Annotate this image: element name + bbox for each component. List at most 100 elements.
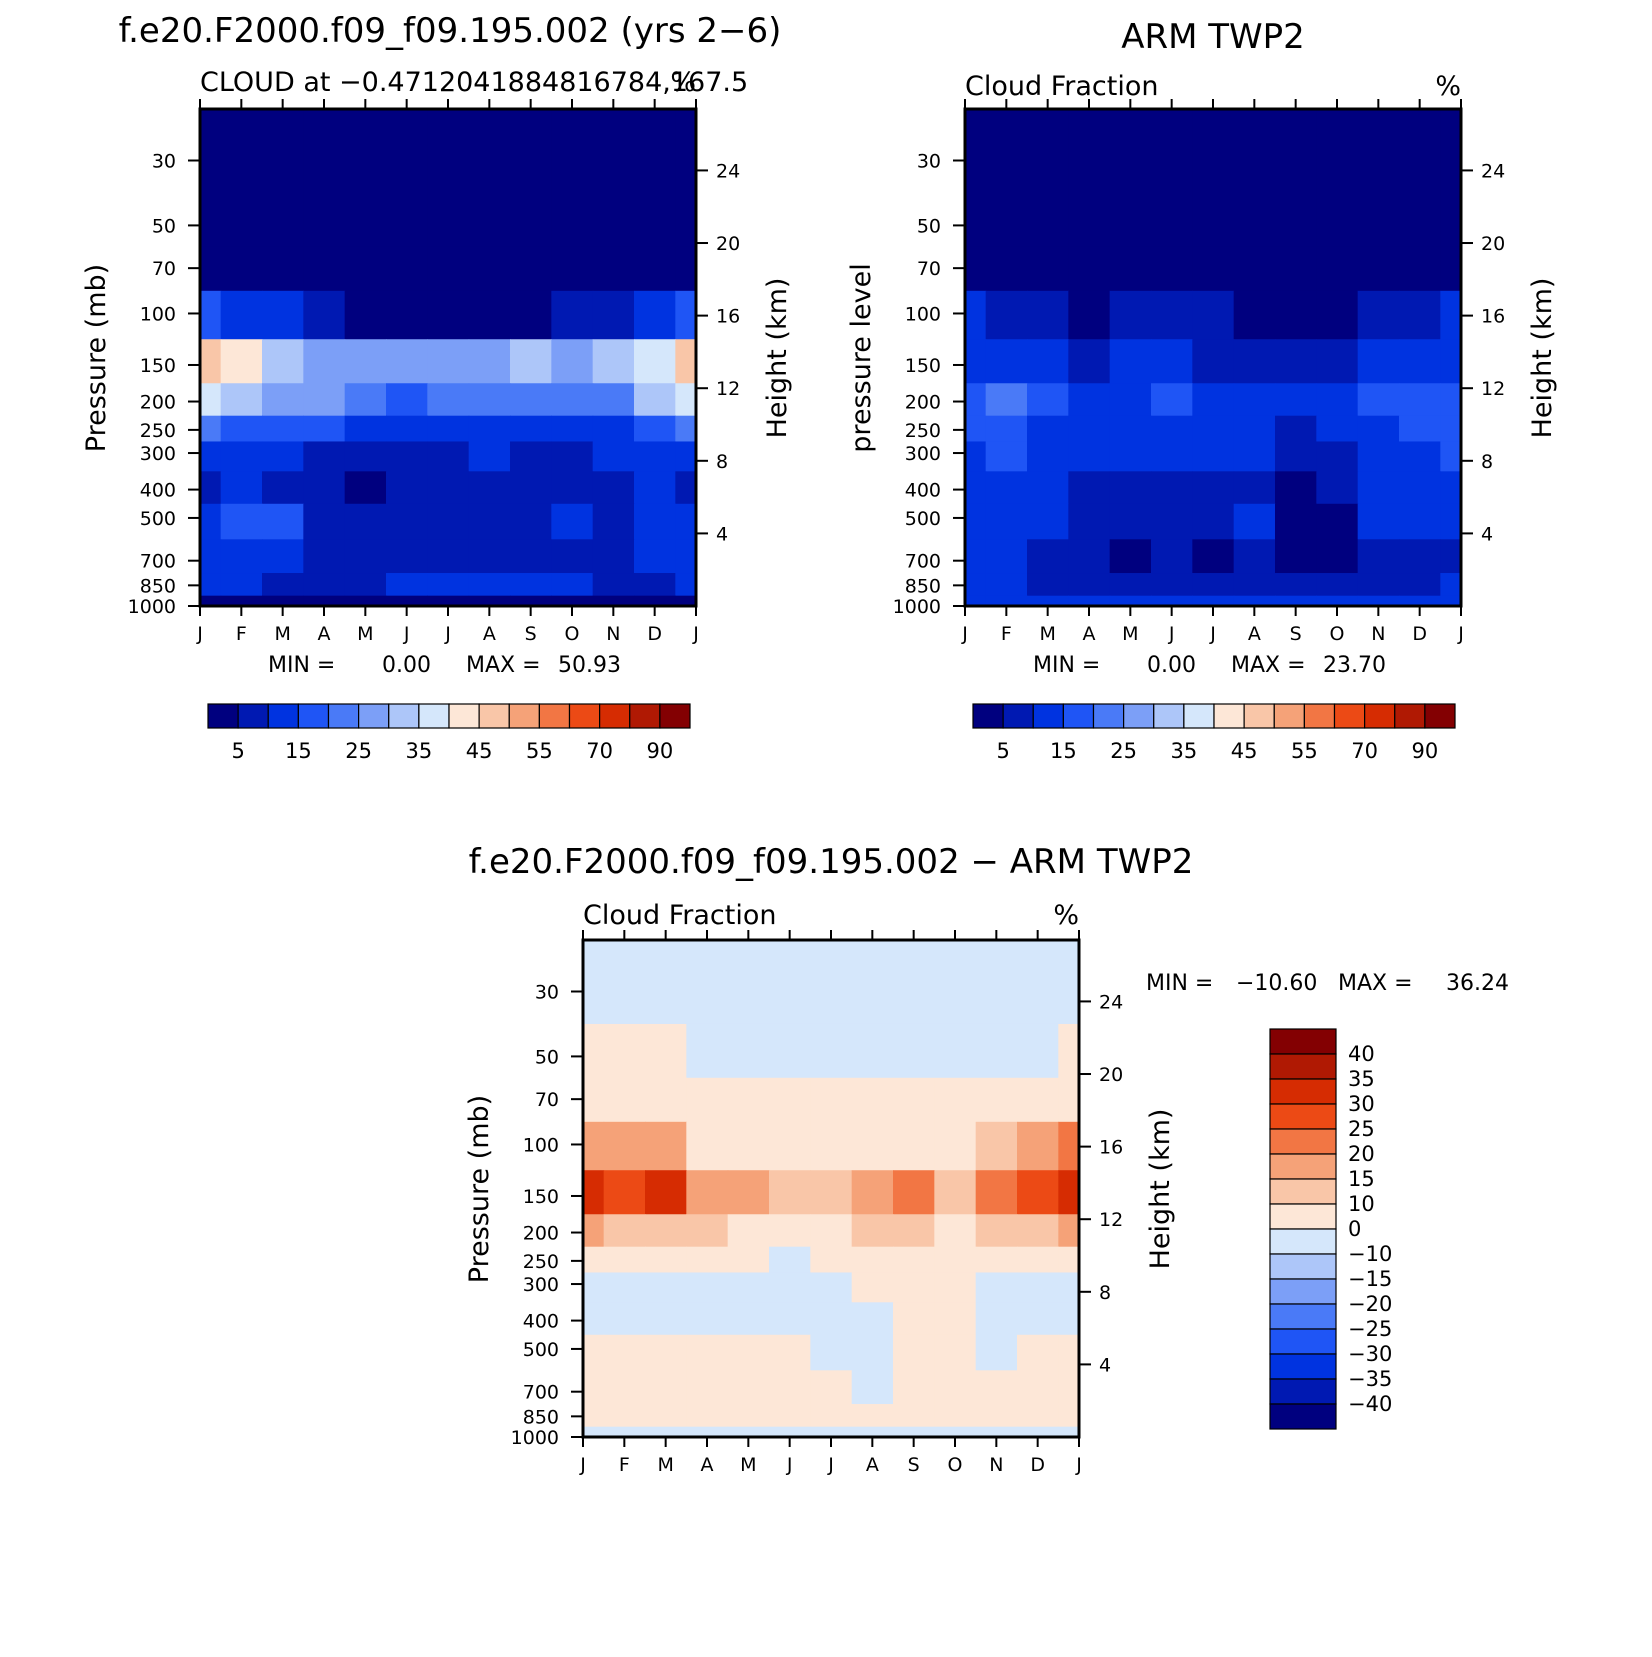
obs-colorbar-swatch	[1032, 703, 1064, 729]
obs-heatmap-cell	[1357, 503, 1400, 540]
diff-heatmap-cell	[1017, 1246, 1059, 1274]
model-heatmap-cell	[220, 415, 263, 443]
obs-ylabel: pressure level	[846, 263, 877, 452]
diff-heatmap-cell	[603, 1272, 646, 1303]
obs-panel: ARM TWP2 Cloud Fraction % J F M A M J J A S O N D J 3…	[846, 17, 1558, 763]
obs-heatmap-cell	[1316, 339, 1359, 384]
model-heatmap-cell	[427, 441, 470, 472]
model-heatmap-cell	[551, 109, 594, 194]
obs-y-tick-label: 30	[917, 151, 941, 173]
diff-heatmap-cell	[1058, 1302, 1079, 1336]
diff-colorbar-swatch	[1269, 1178, 1337, 1205]
diff-heatmap-cell	[603, 1334, 646, 1371]
obs-heatmap-cell	[1440, 290, 1461, 340]
obs-heatmap-cell	[1068, 539, 1111, 574]
obs-heatmap-cell	[1316, 471, 1359, 505]
diff-min-value: −10.60	[1236, 971, 1317, 996]
diff-heatmap-cell	[851, 1170, 894, 1215]
model-heatmap-cell	[551, 471, 594, 505]
diff-heatmap-cell	[1058, 1077, 1079, 1123]
obs-heatmap-cell	[1068, 595, 1111, 606]
obs-heatmap-cell	[1109, 573, 1152, 597]
diff-max-label: MAX =	[1338, 971, 1413, 996]
diff-heatmap-cell	[645, 1302, 687, 1336]
obs-heatmap-cell	[1440, 383, 1461, 417]
obs-heatmap-cell	[1027, 595, 1069, 606]
model-heatmap-cell	[344, 595, 387, 606]
obs-colorbar-swatch	[1002, 703, 1034, 729]
obs-heatmap-cell	[1109, 109, 1152, 194]
model-height-tick-label: 24	[716, 160, 740, 182]
obs-heatmap-cell	[1316, 192, 1359, 248]
diff-heatmap-cell	[583, 1121, 605, 1171]
diff-heatmap-cell	[893, 1023, 935, 1079]
obs-title: ARM TWP2	[1121, 17, 1305, 57]
obs-y-tick-label: 300	[905, 443, 941, 465]
obs-heatmap-cell	[1192, 109, 1235, 194]
model-colorbar-label: 70	[586, 739, 613, 763]
obs-colorbar-swatch	[1123, 703, 1155, 729]
model-heatmap-cell	[220, 290, 263, 340]
model-heatmap-cell	[344, 290, 387, 340]
diff-y-tick-label: 150	[523, 1186, 559, 1208]
diff-height-tick-label: 12	[1099, 1209, 1123, 1231]
model-heatmap-cell	[427, 471, 470, 505]
diff-colorbar-swatch	[1269, 1403, 1337, 1430]
obs-heatmap-cell	[1151, 415, 1193, 443]
diff-heatmap-cell	[1017, 1370, 1059, 1405]
diff-x-tick-label: M	[657, 1454, 673, 1476]
model-heatmap-cell	[262, 246, 304, 292]
obs-height-tick-label: 24	[1481, 160, 1505, 182]
obs-heatmap-cell	[985, 573, 1028, 597]
model-heatmap-cell	[262, 383, 304, 417]
obs-heatmap-cell	[1357, 246, 1400, 292]
model-max-value: 50.93	[558, 653, 621, 678]
model-heatmap-cell	[200, 109, 222, 194]
model-colorbar-label: 90	[647, 739, 674, 763]
diff-heatmap-cell	[583, 1246, 605, 1274]
obs-heatmap-cell	[1440, 503, 1461, 540]
model-colorbar-swatch	[388, 703, 420, 729]
model-heatmap-cell	[510, 109, 552, 194]
diff-y-tick-label: 700	[523, 1382, 559, 1404]
diff-heatmap-cell	[893, 1426, 935, 1437]
diff-heatmap-cell	[645, 1272, 687, 1303]
obs-heatmap-cell	[1440, 471, 1461, 505]
diff-x-tick-label: J	[579, 1454, 586, 1476]
model-x-tick-label: S	[525, 623, 537, 645]
diff-x-tick-label: A	[866, 1454, 879, 1476]
model-heatmap-cell	[386, 290, 428, 340]
obs-colorbar-swatch	[1062, 703, 1095, 729]
model-heatmap-cell	[200, 246, 222, 292]
obs-y-tick-label: 150	[905, 355, 941, 377]
model-heatmap-cell	[303, 503, 346, 540]
model-heatmap-cell	[468, 503, 511, 540]
diff-heatmap-cell	[975, 1214, 1018, 1248]
model-heatmap-cell	[592, 109, 635, 194]
model-ylabel-right: Height (km)	[762, 278, 793, 439]
obs-heatmap-cell	[1109, 595, 1152, 606]
diff-heatmap-cell	[1017, 1334, 1059, 1371]
obs-heatmap-cell	[1357, 383, 1400, 417]
diff-heatmap-cell	[810, 1404, 853, 1428]
model-colorbar-label: 45	[466, 739, 493, 763]
diff-heatmap-cell	[934, 1121, 977, 1171]
diff-heatmap-cell	[645, 1023, 687, 1079]
model-heatmap-cell	[634, 109, 676, 194]
model-heatmap-cell	[386, 595, 428, 606]
obs-colorbar-swatch	[1092, 703, 1125, 729]
obs-heatmap-cell	[985, 415, 1028, 443]
diff-heatmap-cell	[851, 1302, 894, 1336]
diff-heatmap-cell	[645, 1214, 687, 1248]
diff-heatmap-cell	[769, 1023, 811, 1079]
diff-heatmap-cell	[934, 1302, 977, 1336]
model-heatmap-cell	[344, 539, 387, 574]
obs-heatmap-cell	[1275, 383, 1317, 417]
diff-colorbar-swatch	[1269, 1053, 1337, 1080]
model-heatmap-cell	[634, 441, 676, 472]
obs-colorbar-swatch	[1394, 703, 1426, 729]
obs-heatmap-cell	[1399, 192, 1441, 248]
model-heatmap-cell	[468, 290, 511, 340]
diff-heatmap-cell	[583, 1426, 605, 1437]
model-heatmap-cell	[200, 539, 222, 574]
